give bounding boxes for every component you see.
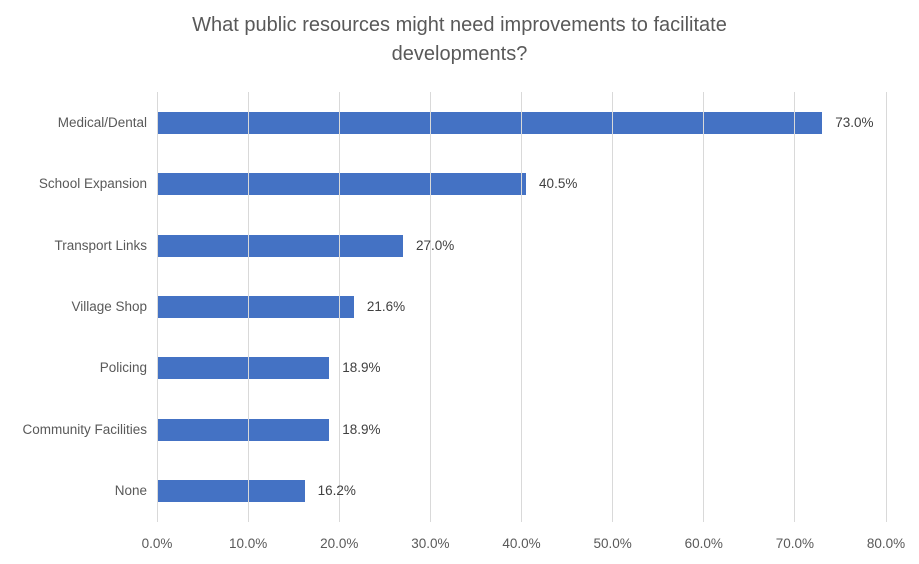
bar (157, 296, 354, 318)
gridline (885, 92, 887, 522)
bar (157, 111, 823, 134)
gridline (521, 92, 522, 522)
x-tick-label: 80.0% (866, 536, 906, 551)
gridline (612, 92, 614, 522)
x-tick-label: 10.0% (228, 536, 268, 551)
chart-title: What public resources might need improve… (192, 14, 727, 65)
gridline (794, 92, 796, 522)
value-label: 27.0% (416, 237, 455, 253)
value-label: 18.9% (342, 360, 381, 376)
category-label: Community Facilities (22, 421, 147, 437)
x-tick-label: 60.0% (684, 536, 723, 551)
gridline (156, 92, 158, 522)
value-label: 18.9% (342, 421, 381, 437)
category-label: Village Shop (71, 299, 147, 314)
bar (157, 480, 305, 503)
x-tick-label: 20.0% (320, 536, 359, 551)
category-label: None (114, 483, 147, 499)
category-label: Medical/Dental (57, 114, 147, 130)
bar (157, 357, 330, 380)
value-label: 16.2% (317, 483, 356, 499)
bar (157, 418, 330, 441)
x-tick-label: 30.0% (411, 536, 450, 551)
x-tick-label: 40.0% (502, 536, 541, 551)
category-label: Policing (99, 360, 147, 376)
category-label: School Expansion (38, 176, 147, 192)
value-label: 73.0% (835, 114, 874, 130)
x-tick-label: 50.0% (593, 536, 632, 551)
bar (157, 234, 404, 257)
gridline (429, 92, 431, 522)
value-label: 40.5% (539, 176, 578, 192)
gridline (338, 92, 340, 522)
x-tick-label: 70.0% (775, 536, 815, 551)
value-label: 21.6% (366, 299, 406, 314)
x-tick-label: 0.0% (141, 536, 173, 551)
gridline (703, 92, 705, 522)
category-label: Transport Links (54, 237, 147, 253)
gridline (247, 92, 249, 522)
bar (157, 173, 527, 196)
